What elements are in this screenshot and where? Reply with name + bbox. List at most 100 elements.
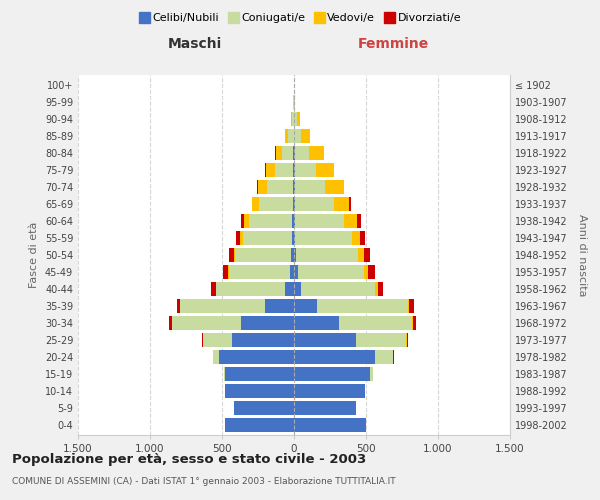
- Bar: [266, 180, 293, 194]
- Bar: [377, 282, 383, 296]
- Bar: [294, 265, 298, 279]
- Bar: [294, 248, 296, 262]
- Bar: [258, 180, 266, 194]
- Bar: [298, 265, 364, 279]
- Bar: [294, 333, 356, 347]
- Bar: [294, 180, 295, 194]
- Bar: [352, 231, 360, 245]
- Bar: [292, 214, 294, 228]
- Bar: [293, 163, 294, 177]
- Bar: [241, 316, 294, 330]
- Bar: [290, 265, 294, 279]
- Bar: [294, 367, 370, 381]
- Bar: [202, 333, 203, 347]
- Bar: [169, 316, 172, 330]
- Bar: [275, 146, 276, 160]
- Bar: [172, 316, 241, 330]
- Bar: [241, 214, 244, 228]
- Bar: [301, 282, 374, 296]
- Legend: Celibi/Nubili, Coniugati/e, Vedovi/e, Divorziati/e: Celibi/Nubili, Coniugati/e, Vedovi/e, Di…: [137, 10, 463, 25]
- Bar: [244, 214, 248, 228]
- Bar: [180, 299, 265, 313]
- Bar: [225, 418, 294, 432]
- Bar: [288, 129, 294, 143]
- Bar: [296, 248, 358, 262]
- Bar: [293, 95, 294, 109]
- Bar: [236, 231, 240, 245]
- Bar: [266, 163, 275, 177]
- Bar: [224, 367, 225, 381]
- Bar: [243, 231, 292, 245]
- Bar: [295, 197, 334, 211]
- Bar: [219, 350, 294, 364]
- Bar: [176, 299, 179, 313]
- Bar: [295, 214, 344, 228]
- Bar: [409, 299, 414, 313]
- Bar: [294, 316, 338, 330]
- Bar: [229, 265, 290, 279]
- Bar: [301, 129, 310, 143]
- Bar: [240, 231, 243, 245]
- Bar: [294, 95, 295, 109]
- Bar: [179, 299, 180, 313]
- Bar: [252, 197, 259, 211]
- Bar: [233, 248, 235, 262]
- Bar: [294, 231, 295, 245]
- Bar: [309, 146, 323, 160]
- Bar: [216, 282, 286, 296]
- Bar: [286, 129, 288, 143]
- Bar: [292, 112, 294, 126]
- Bar: [295, 231, 352, 245]
- Bar: [293, 197, 294, 211]
- Bar: [323, 146, 324, 160]
- Bar: [259, 197, 293, 211]
- Bar: [294, 418, 366, 432]
- Bar: [294, 350, 374, 364]
- Bar: [294, 384, 365, 398]
- Bar: [211, 282, 215, 296]
- Text: COMUNE DI ASSEMINI (CA) - Dati ISTAT 1° gennaio 2003 - Elaborazione TUTTITALIA.I: COMUNE DI ASSEMINI (CA) - Dati ISTAT 1° …: [12, 476, 395, 486]
- Bar: [344, 214, 358, 228]
- Bar: [225, 384, 294, 398]
- Bar: [257, 180, 258, 194]
- Bar: [233, 401, 294, 415]
- Bar: [360, 231, 365, 245]
- Bar: [294, 129, 301, 143]
- Text: Maschi: Maschi: [167, 36, 222, 51]
- Bar: [325, 180, 344, 194]
- Bar: [364, 265, 368, 279]
- Bar: [349, 197, 351, 211]
- Bar: [265, 163, 266, 177]
- Bar: [294, 146, 295, 160]
- Bar: [291, 112, 292, 126]
- Bar: [294, 299, 317, 313]
- Text: Popolazione per età, sesso e stato civile - 2003: Popolazione per età, sesso e stato civil…: [12, 452, 366, 466]
- Bar: [294, 112, 297, 126]
- Text: Femmine: Femmine: [358, 36, 429, 51]
- Bar: [275, 163, 293, 177]
- Y-axis label: Fasce di età: Fasce di età: [29, 222, 39, 288]
- Bar: [412, 316, 413, 330]
- Bar: [276, 146, 282, 160]
- Bar: [214, 350, 219, 364]
- Bar: [215, 282, 216, 296]
- Bar: [297, 112, 301, 126]
- Bar: [374, 350, 394, 364]
- Bar: [334, 197, 349, 211]
- Bar: [294, 197, 295, 211]
- Y-axis label: Anni di nascita: Anni di nascita: [577, 214, 587, 296]
- Bar: [364, 248, 370, 262]
- Bar: [358, 214, 361, 228]
- Bar: [292, 231, 294, 245]
- Bar: [368, 265, 374, 279]
- Bar: [291, 248, 294, 262]
- Bar: [413, 316, 416, 330]
- Bar: [286, 282, 294, 296]
- Bar: [358, 248, 364, 262]
- Bar: [294, 282, 301, 296]
- Bar: [232, 333, 294, 347]
- Bar: [248, 214, 292, 228]
- Bar: [293, 146, 294, 160]
- Bar: [338, 316, 412, 330]
- Bar: [225, 367, 294, 381]
